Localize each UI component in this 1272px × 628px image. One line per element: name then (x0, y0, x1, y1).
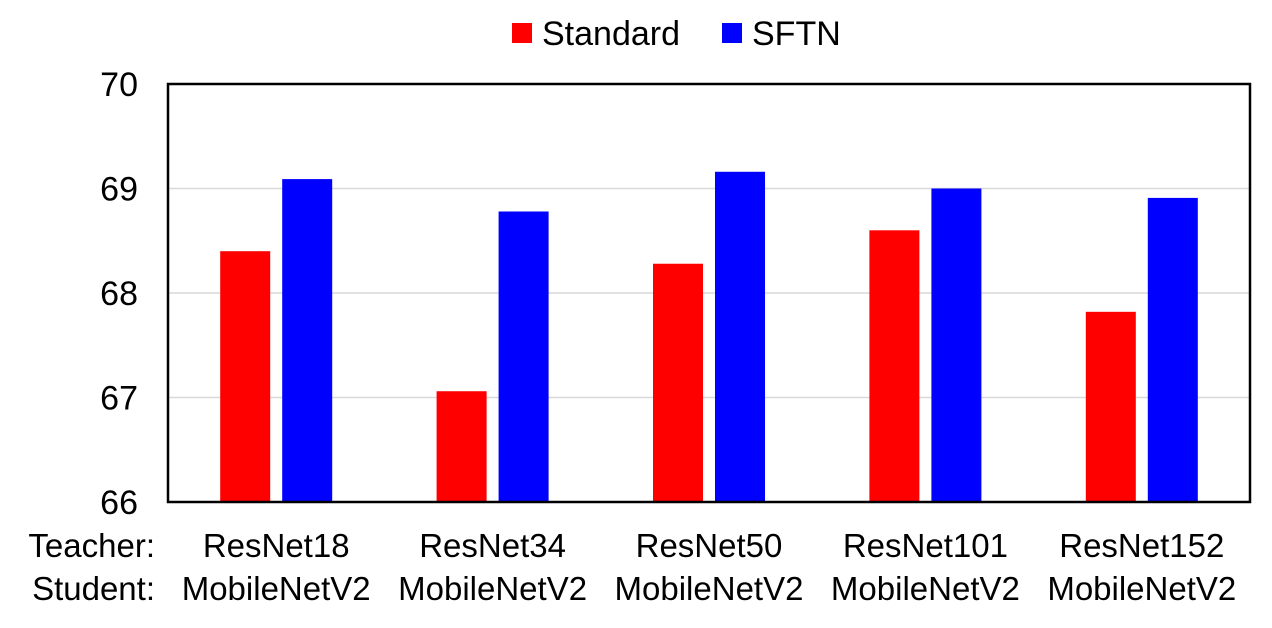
bar-standard-resnet18 (220, 251, 271, 502)
bar-sftn-resnet34 (498, 211, 549, 503)
x-tick-label-student: MobileNetV2 (615, 570, 804, 607)
y-tick-label: 68 (100, 275, 138, 313)
bar-sftn-resnet18 (282, 179, 333, 502)
x-tick-label-student: MobileNetV2 (182, 570, 371, 607)
y-axis-ticks: 66 67 68 69 70 (100, 66, 138, 522)
bar-standard-resnet50 (653, 263, 703, 502)
x-tick-label-teacher: ResNet50 (636, 527, 783, 564)
legend: Standard SFTN (512, 15, 841, 53)
x-tick-label-student: MobileNetV2 (1047, 570, 1236, 607)
y-tick-label: 66 (100, 484, 138, 522)
x-tick-label-teacher: ResNet34 (419, 527, 566, 564)
x-tick-label-student: MobileNetV2 (398, 570, 587, 607)
bar-standard-resnet101 (869, 230, 920, 503)
bar-sftn-resnet152 (1147, 197, 1198, 502)
gridlines (168, 187, 1250, 399)
x-tick-label-teacher: ResNet18 (203, 527, 350, 564)
x-tick-label-teacher: ResNet101 (843, 527, 1008, 564)
bar-standard-resnet152 (1085, 311, 1136, 502)
student-row-label: Student: (32, 570, 155, 607)
plot-frame (166, 82, 1252, 504)
y-tick-label: 67 (100, 380, 138, 418)
y-tick-label: 69 (100, 171, 138, 209)
legend-label-sftn: SFTN (752, 15, 841, 53)
bar-sftn-resnet50 (715, 171, 765, 502)
x-tick-label-teacher: ResNet152 (1059, 527, 1224, 564)
bar-sftn-resnet101 (931, 188, 982, 502)
y-tick-label: 70 (100, 66, 138, 104)
bars (220, 171, 1198, 503)
legend-label-standard: Standard (542, 15, 680, 53)
legend-swatch-sftn (722, 23, 742, 43)
x-axis-labels: Teacher: Student: ResNet18 MobileNetV2 Res… (28, 527, 1236, 607)
legend-swatch-standard (512, 23, 532, 43)
teacher-row-label: Teacher: (28, 527, 155, 564)
bar-standard-resnet34 (436, 391, 487, 502)
x-tick-label-student: MobileNetV2 (831, 570, 1020, 607)
